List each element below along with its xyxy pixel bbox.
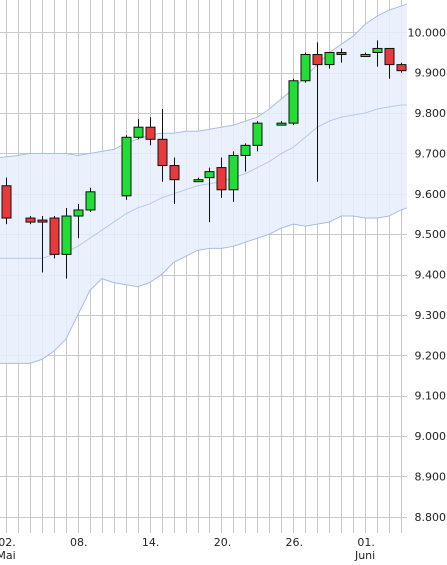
x-tick-sublabel: Juni [354,549,375,562]
candle-body-up [204,171,215,179]
candle-body-down [169,165,180,181]
candle-body-down [157,138,168,167]
x-tick-label: 08. [70,536,88,549]
bollinger-band [0,3,408,364]
candle-body-up [85,191,96,211]
x-tick-label: 26. [286,536,304,549]
candle-body-up [360,54,371,58]
candle-body-up [252,122,263,146]
candle-body-up [121,136,132,197]
candle-body-up [288,80,299,124]
candle-body-down [384,47,395,66]
x-tick-sublabel: Mai [0,549,16,562]
candle-body-up [372,47,383,53]
candle-body-up [228,154,239,191]
x-tick-label: 01. [357,536,375,549]
bollinger-lower-line [0,207,408,364]
candle-body-down [216,167,227,191]
candle-body-up [324,51,335,66]
x-tick-label: 14. [142,536,160,549]
candle-body-down [1,185,12,219]
y-tick-label: 9.100 [415,390,447,403]
bollinger-upper-line [0,3,408,158]
candle-body-up [61,215,72,255]
candle-body-down [49,217,60,255]
candle-body-up [240,144,251,156]
candle-body-up [300,54,311,82]
y-tick-label: 9.800 [415,107,447,120]
candle-body-down [25,217,36,223]
y-tick-label: 9.300 [415,309,447,322]
y-tick-label: 8.800 [415,511,447,524]
y-tick-label: 9.000 [415,430,447,443]
candle-body-down [396,64,407,72]
bollinger-band-fill [0,4,407,364]
y-tick-label: 10.000 [408,26,447,39]
candle-body-up [73,209,84,217]
y-tick-label: 9.900 [415,67,447,80]
y-tick-label: 9.500 [415,228,447,241]
x-tick-label: 02. [0,536,16,549]
y-tick-label: 9.700 [415,147,447,160]
candle-body-up [276,122,287,126]
candle-body-down [145,126,156,140]
y-tick-label: 9.200 [415,349,447,362]
x-tick-label: 20. [214,536,232,549]
candle-body-up [193,179,204,183]
y-tick-label: 9.400 [415,269,447,282]
candle-body-down [336,51,347,56]
y-tick-label: 8.900 [415,470,447,483]
candles [1,40,407,279]
y-tick-label: 9.600 [415,188,447,201]
candle-body-up [133,126,144,138]
candle-body-down [312,54,323,66]
candle-body-down [37,219,48,223]
axes: 10.000 9.900 9.800 9.700 9.600 9.500 9.400 9.30… [0,26,446,562]
